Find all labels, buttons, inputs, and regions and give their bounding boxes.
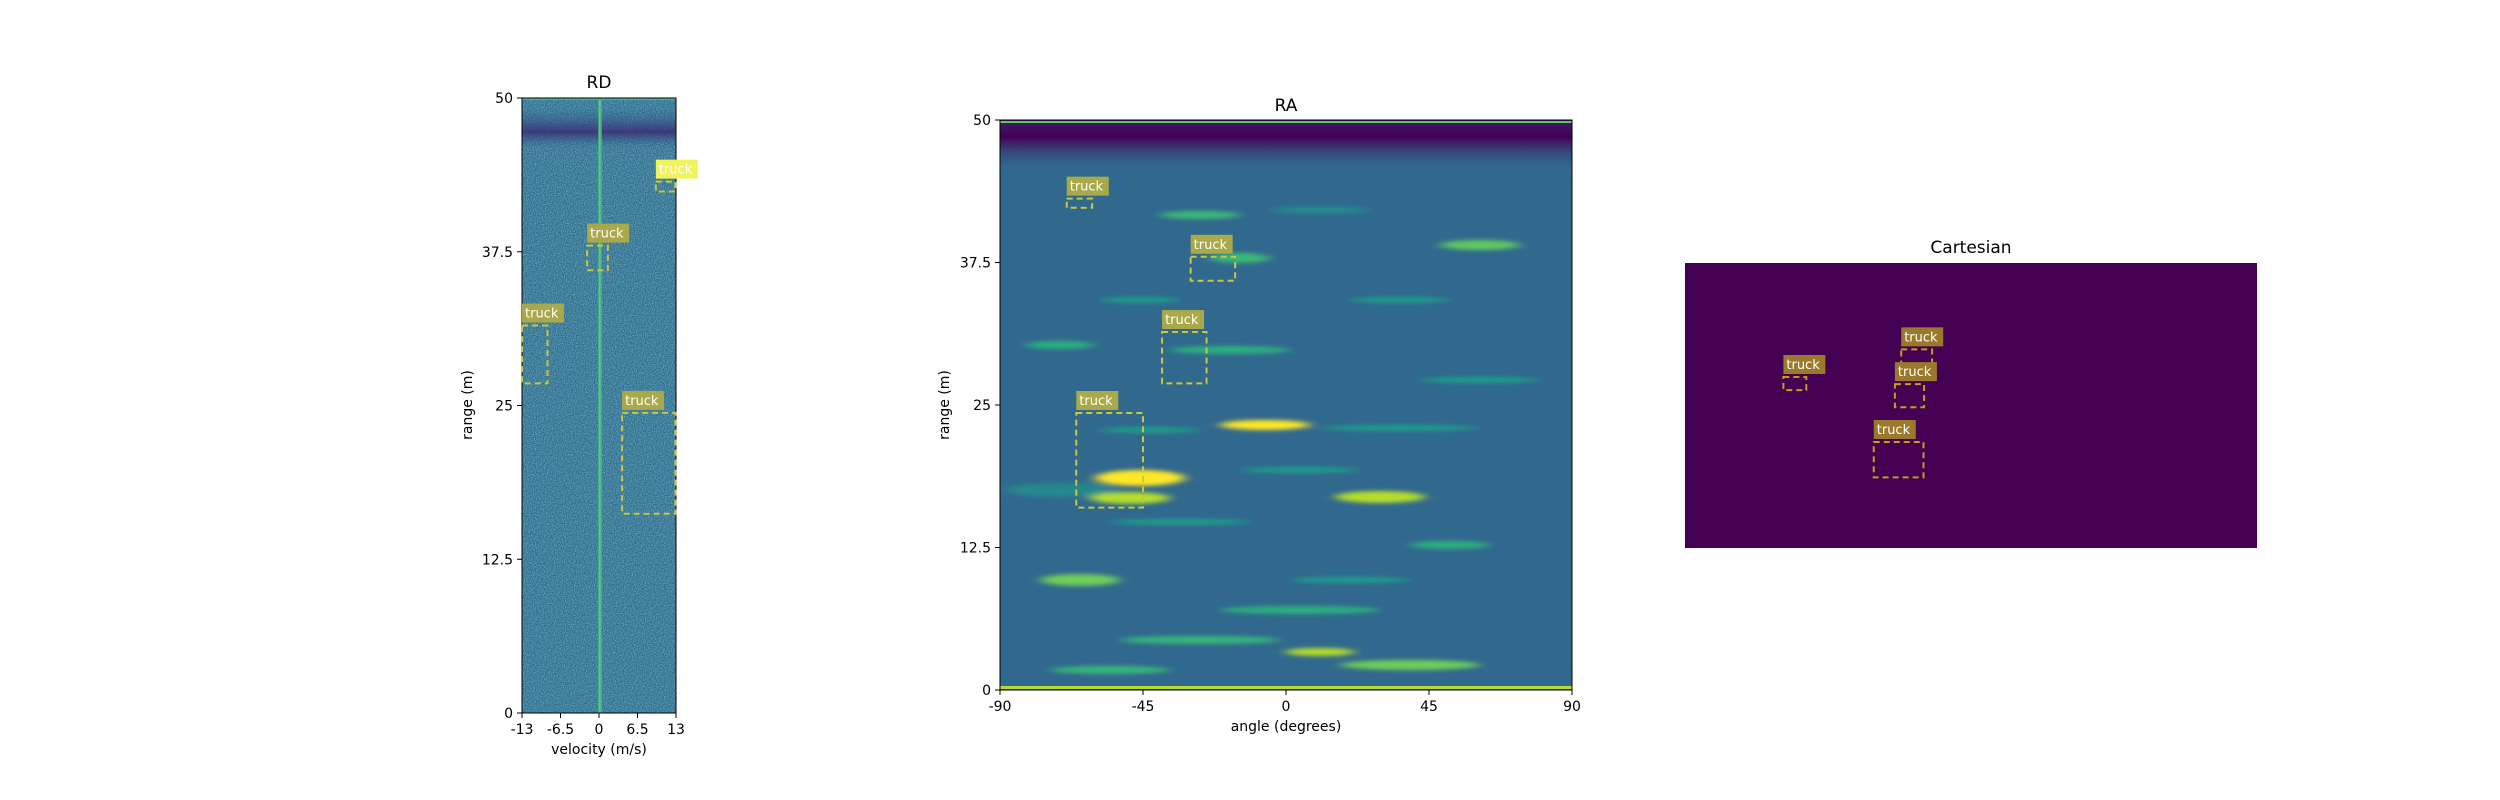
y-tick-label: 50 [495, 91, 513, 107]
y-tick-label: 25 [973, 398, 991, 414]
detection-label-bg [1901, 327, 1944, 347]
x-tick-label: -13 [511, 722, 534, 738]
detection-label: truck [1904, 330, 1938, 345]
ra-y-axis: 0 12.5 25 37.5 50 [960, 113, 1000, 699]
cartesian-detections: truck truck truck truck [1782, 327, 1944, 479]
detection-label-bg [1076, 390, 1119, 410]
detection-box [621, 411, 677, 515]
rd-detections: truck truck truck truck [521, 159, 698, 515]
x-tick-label: 6.5 [626, 722, 648, 738]
detection-label: truck [1070, 180, 1104, 195]
rd-xlabel: velocity (m/s) [551, 742, 647, 758]
detection-box [654, 180, 677, 193]
detection-box [1161, 331, 1208, 385]
y-tick-label: 0 [504, 706, 513, 722]
detection-label-bg [1066, 176, 1109, 196]
y-tick-label: 25 [495, 399, 513, 415]
rd-x-axis: -13 -6.5 0 6.5 13 [511, 713, 685, 738]
detection-box [1075, 411, 1145, 509]
detection-box [1782, 376, 1808, 392]
ra-panel: RA [937, 96, 1581, 735]
cartesian-title: Cartesian [1930, 238, 2011, 258]
x-tick-label: -45 [1132, 699, 1155, 715]
rd-title: RD [587, 73, 612, 93]
detection-label-bg [1190, 234, 1233, 254]
x-tick-label: -90 [989, 699, 1012, 715]
detection-box [1872, 440, 1925, 479]
detection-label: truck [1877, 423, 1911, 438]
detection-box [521, 324, 549, 385]
x-tick-label: 0 [1282, 699, 1291, 715]
cartesian-plot-area [1685, 263, 2257, 548]
detection-box [586, 244, 609, 272]
detection-label-bg [622, 390, 665, 410]
y-tick-label: 12.5 [482, 552, 513, 568]
y-tick-label: 12.5 [960, 541, 991, 557]
detection-label-bg [587, 223, 630, 243]
detection-label-bg [1894, 362, 1937, 382]
detection-label-bg [522, 303, 564, 323]
cartesian-panel: Cartesian truck truck truck truck [1685, 238, 2257, 548]
y-tick-label: 37.5 [482, 245, 513, 261]
detection-label: truck [625, 394, 659, 409]
detection-label-bg [1873, 419, 1916, 439]
y-tick-label: 37.5 [960, 256, 991, 272]
x-tick-label: 0 [595, 722, 604, 738]
detection-label: truck [659, 163, 693, 178]
x-tick-label: -6.5 [547, 722, 574, 738]
detection-label: truck [1786, 358, 1820, 373]
detection-label: truck [1898, 365, 1932, 380]
y-tick-label: 50 [973, 113, 991, 129]
ra-detections: truck truck truck truck [1065, 176, 1237, 509]
detection-label: truck [590, 227, 624, 242]
rd-ylabel: range (m) [460, 370, 476, 440]
ra-title: RA [1275, 96, 1298, 116]
y-tick-label: 0 [982, 683, 991, 699]
detection-box [1893, 383, 1926, 409]
ra-x-axis: -90 -45 0 45 90 [989, 690, 1581, 715]
detection-label: truck [525, 307, 559, 322]
detection-label-bg [1162, 310, 1205, 330]
detection-label: truck [1194, 238, 1228, 253]
detection-label-bg [1783, 355, 1826, 374]
detection-label: truck [1165, 313, 1199, 328]
x-tick-label: 90 [1563, 699, 1581, 715]
ra-ylabel: range (m) [937, 370, 953, 440]
x-tick-label: 45 [1420, 699, 1438, 715]
detection-box [1189, 255, 1237, 282]
detection-label-bg [655, 159, 698, 179]
rd-y-axis: 0 12.5 25 37.5 50 [482, 91, 522, 722]
detection-label: truck [1079, 394, 1113, 409]
x-tick-label: 13 [667, 722, 685, 738]
detection-box [1065, 197, 1094, 209]
ra-xlabel: angle (degrees) [1231, 719, 1342, 735]
